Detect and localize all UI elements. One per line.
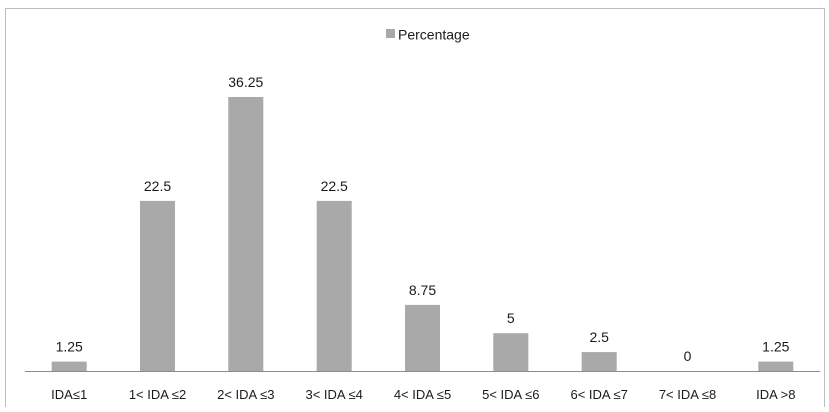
data-label-5: 8.75 (409, 282, 436, 298)
x-tick-label-2: 1< IDA ≤2 (129, 387, 186, 402)
x-tick-label-3: 2< IDA ≤3 (217, 387, 274, 402)
bars-group (51, 97, 794, 371)
bar-7 (581, 352, 617, 371)
data-label-4: 22.5 (321, 178, 348, 194)
data-label-6: 5 (507, 310, 515, 326)
bar-2 (140, 200, 175, 371)
data-label-3: 36.25 (228, 74, 263, 90)
x-tick-label-7: 6< IDA ≤7 (571, 387, 628, 402)
legend-swatch (386, 29, 395, 38)
x-tick-label-9: IDA >8 (756, 387, 795, 402)
x-tick-labels-group: IDA≤1 1< IDA ≤2 2< IDA ≤3 3< IDA ≤4 4< IDA ≤… (51, 387, 795, 402)
x-tick-label-5: 4< IDA ≤5 (394, 387, 451, 402)
x-tick-label-8: 7< IDA ≤8 (659, 387, 716, 402)
data-label-1: 1.25 (56, 339, 83, 355)
bar-6 (493, 333, 529, 371)
x-tick-label-4: 3< IDA ≤4 (306, 387, 363, 402)
bar-9 (758, 361, 794, 371)
bar-1 (51, 361, 87, 371)
legend: Percentage (386, 27, 470, 43)
chart-border (5, 8, 825, 412)
data-label-2: 22.5 (144, 178, 171, 194)
bar-4 (316, 200, 352, 371)
x-tick-label-1: IDA≤1 (51, 387, 87, 402)
data-labels-group: 1.25 22.5 36.25 22.5 8.75 5 2.5 0 1.25 (56, 74, 790, 364)
data-label-8: 0 (684, 348, 692, 364)
data-label-7: 2.5 (589, 329, 609, 345)
bar-3 (228, 97, 264, 371)
bar-5 (405, 304, 440, 371)
data-label-9: 1.25 (762, 339, 789, 355)
legend-label-percentage: Percentage (398, 27, 470, 43)
x-tick-label-6: 5< IDA ≤6 (482, 387, 539, 402)
